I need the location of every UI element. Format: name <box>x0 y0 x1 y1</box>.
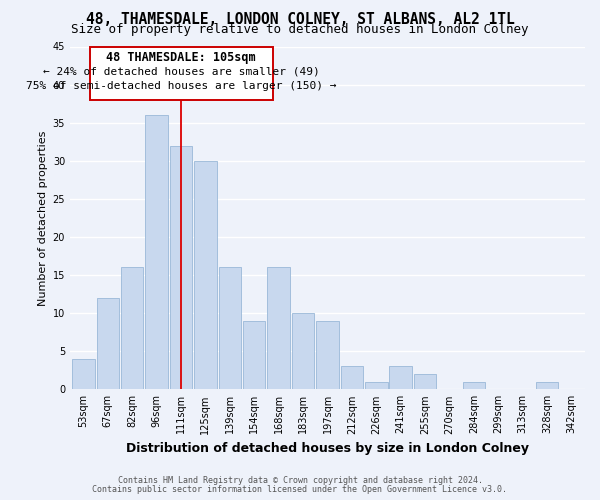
Text: ← 24% of detached houses are smaller (49): ← 24% of detached houses are smaller (49… <box>43 66 319 76</box>
Bar <box>72 359 95 390</box>
Bar <box>268 268 290 390</box>
Bar <box>536 382 559 390</box>
Bar <box>463 382 485 390</box>
Bar <box>341 366 363 390</box>
Text: Contains public sector information licensed under the Open Government Licence v3: Contains public sector information licen… <box>92 484 508 494</box>
Text: Contains HM Land Registry data © Crown copyright and database right 2024.: Contains HM Land Registry data © Crown c… <box>118 476 482 485</box>
Bar <box>389 366 412 390</box>
Bar <box>121 268 143 390</box>
X-axis label: Distribution of detached houses by size in London Colney: Distribution of detached houses by size … <box>126 442 529 455</box>
Bar <box>194 161 217 390</box>
Bar <box>170 146 192 390</box>
Bar <box>97 298 119 390</box>
Bar <box>365 382 388 390</box>
Text: Size of property relative to detached houses in London Colney: Size of property relative to detached ho… <box>71 22 529 36</box>
Bar <box>243 320 265 390</box>
Bar <box>292 313 314 390</box>
Text: 75% of semi-detached houses are larger (150) →: 75% of semi-detached houses are larger (… <box>26 81 336 91</box>
Text: 48 THAMESDALE: 105sqm: 48 THAMESDALE: 105sqm <box>106 52 256 64</box>
Bar <box>218 268 241 390</box>
Y-axis label: Number of detached properties: Number of detached properties <box>38 130 49 306</box>
Bar <box>145 115 168 390</box>
Text: 48, THAMESDALE, LONDON COLNEY, ST ALBANS, AL2 1TL: 48, THAMESDALE, LONDON COLNEY, ST ALBANS… <box>86 12 514 28</box>
Bar <box>316 320 339 390</box>
Bar <box>414 374 436 390</box>
FancyBboxPatch shape <box>89 46 272 100</box>
